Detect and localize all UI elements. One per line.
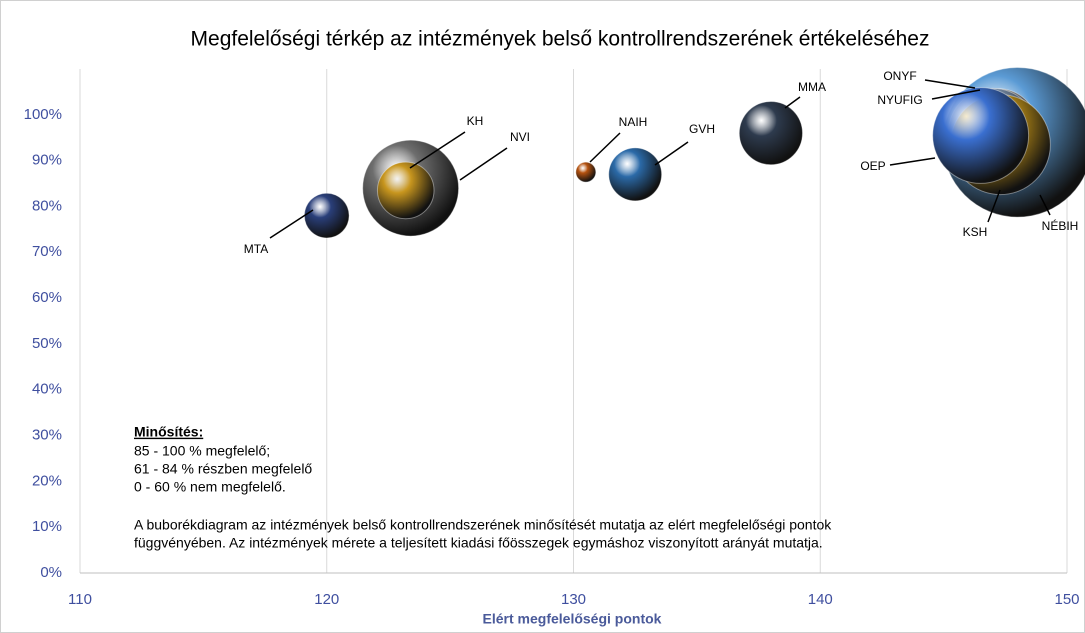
bubble: [376, 161, 435, 220]
leader-line: [269, 209, 314, 239]
leader-line: [924, 79, 976, 89]
leader-line: [409, 131, 466, 169]
y-tick-label: 90%: [32, 152, 62, 169]
bubble-label: ONYF: [883, 69, 916, 83]
chart-title: Megfelelőségi térkép az intézmények bels…: [191, 28, 930, 51]
leader-line: [889, 157, 936, 166]
y-tick-label: 60%: [32, 289, 62, 306]
x-axis-title: Elért megfelelőségi pontok: [483, 611, 662, 627]
bubble-label: MTA: [244, 242, 268, 256]
bubble: [932, 86, 1030, 184]
x-tick-label: 130: [561, 591, 586, 608]
legend-title: Minősítés:: [134, 424, 203, 440]
bubble: [608, 147, 663, 202]
y-tick-label: 40%: [32, 381, 62, 398]
y-tick-label: 0%: [40, 564, 62, 581]
bubble-label: OEP: [860, 159, 885, 173]
bubble-label: NÉBIH: [1042, 218, 1079, 233]
y-tick-label: 10%: [32, 518, 62, 535]
leader-line: [654, 141, 689, 166]
bubble-label: KSH: [963, 225, 988, 239]
y-tick-label: 70%: [32, 243, 62, 260]
bubble: [303, 192, 350, 239]
bubble-label: NYUFIG: [877, 93, 922, 107]
legend-line: 85 - 100 % megfelelő;: [134, 443, 270, 459]
bubble-label: NAIH: [619, 115, 648, 129]
x-tick-label: 110: [68, 591, 92, 608]
bubble-label: NVI: [510, 130, 530, 144]
x-tick-label: 120: [314, 591, 339, 608]
y-tick-label: 30%: [32, 427, 62, 444]
y-tick-label: 50%: [32, 335, 62, 352]
bubble: [738, 101, 804, 166]
leader-line: [784, 96, 801, 109]
x-tick-label: 140: [808, 591, 833, 608]
legend-line: 61 - 84 % részben megfelelő: [134, 461, 312, 477]
bubble: [575, 161, 597, 183]
leader-line: [931, 89, 981, 100]
y-tick-label: 80%: [32, 197, 62, 214]
leader-line: [459, 147, 508, 181]
note-line: A buborékdiagram az intézmények belső ko…: [134, 517, 832, 533]
bubble-label: KH: [467, 114, 484, 128]
bubble-label: GVH: [689, 122, 715, 136]
bubble-label: MMA: [798, 80, 826, 94]
leader-line: [1039, 194, 1051, 216]
legend-line: 0 - 60 % nem megfelelő.: [134, 479, 286, 495]
leader-line: [987, 189, 1001, 223]
y-tick-label: 100%: [24, 106, 62, 123]
leader-line: [589, 132, 621, 163]
y-tick-label: 20%: [32, 472, 62, 489]
x-tick-label: 150: [1054, 591, 1079, 608]
note-line: függvényében. Az intézmények mérete a te…: [134, 535, 823, 551]
